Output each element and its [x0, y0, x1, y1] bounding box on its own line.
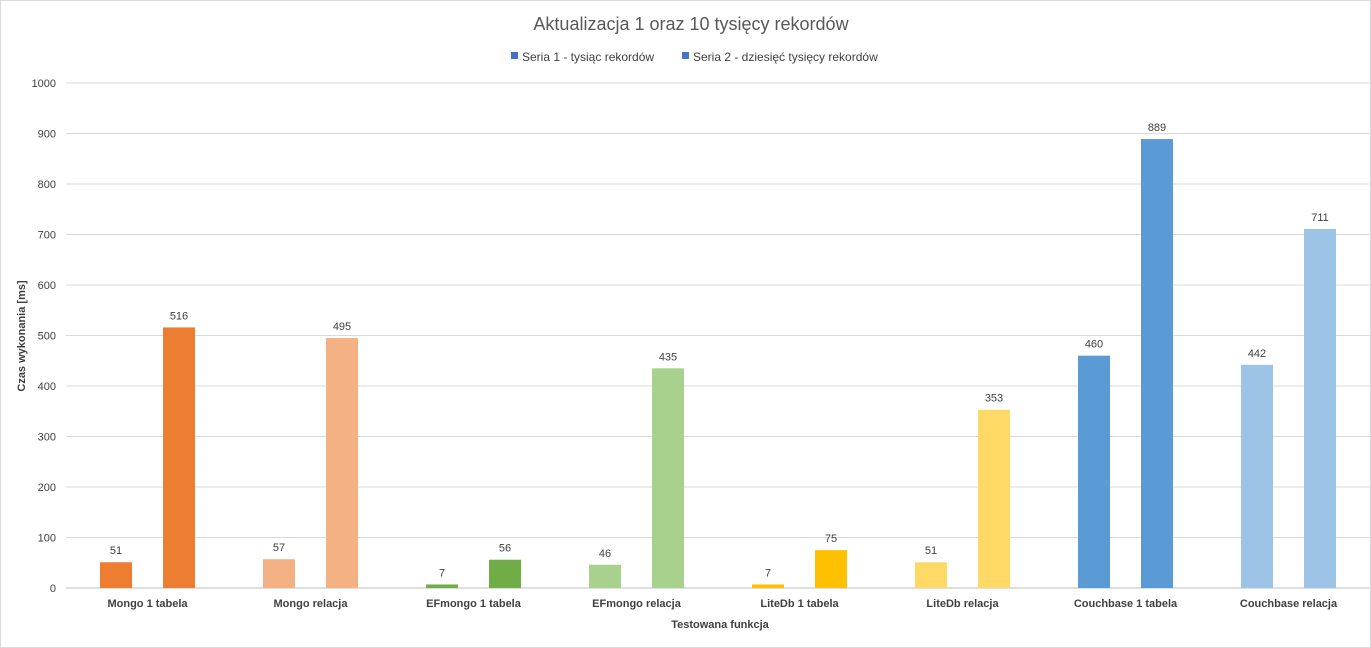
- bar-2-6: [978, 409, 1010, 588]
- data-label: 46: [599, 548, 611, 560]
- bar-1-3: [426, 584, 458, 588]
- x-tick-label: LiteDb relacja: [926, 598, 999, 610]
- y-tick-label: 400: [38, 381, 56, 393]
- y-tick-label: 500: [38, 331, 56, 343]
- data-label: 51: [110, 545, 122, 557]
- data-labels: 51 516 57 495 7 56 46 435 7 75 51 353 460 889 442 711: [110, 122, 1329, 579]
- y-tick-label: 300: [38, 432, 56, 444]
- bar-2-8: [1304, 228, 1336, 588]
- y-tick-label: 600: [38, 280, 56, 292]
- bar-2-7: [1141, 139, 1173, 588]
- x-tick-label: Couchbase 1 tabela: [1074, 598, 1178, 610]
- legend-label-series-2: Seria 2 - dziesięć tysięcy rekordów: [693, 50, 878, 64]
- data-label: 442: [1248, 348, 1266, 360]
- y-tick-label: 100: [38, 533, 56, 545]
- data-label: 51: [925, 545, 937, 557]
- data-label: 889: [1148, 122, 1166, 134]
- data-label: 7: [439, 567, 445, 579]
- legend-swatch-series-1: [511, 52, 518, 59]
- x-tick-label: EFmongo relacja: [592, 598, 682, 610]
- x-tick-label: EFmongo 1 tabela: [426, 598, 522, 610]
- data-label: 435: [659, 351, 677, 363]
- data-label: 56: [499, 543, 511, 555]
- bars: [100, 139, 1336, 588]
- bar-1-4: [589, 564, 621, 588]
- bar-1-5: [752, 584, 784, 588]
- bar-2-5: [815, 550, 847, 588]
- bar-1-8: [1241, 364, 1273, 588]
- y-tick-label: 1000: [32, 78, 56, 90]
- y-tick-label: 0: [50, 583, 56, 595]
- y-tick-label: 200: [38, 482, 56, 494]
- legend-swatch-series-2: [682, 52, 689, 59]
- x-tick-label: LiteDb 1 tabela: [760, 598, 839, 610]
- data-label: 353: [985, 393, 1003, 405]
- chart-title: Aktualizacja 1 oraz 10 tysięcy rekordów: [533, 14, 849, 34]
- data-label: 75: [825, 533, 837, 545]
- bar-2-3: [489, 559, 521, 588]
- x-tick-label: Couchbase relacja: [1240, 598, 1338, 610]
- bar-1-2: [263, 559, 295, 588]
- bar-1-6: [915, 562, 947, 588]
- data-label: 7: [765, 567, 771, 579]
- data-label: 711: [1311, 212, 1329, 224]
- bar-2-1: [163, 327, 195, 588]
- bar-2-4: [652, 368, 684, 588]
- bar-1-7: [1078, 355, 1110, 588]
- x-axis-title: Testowana funkcja: [671, 619, 769, 631]
- data-label: 460: [1085, 339, 1103, 351]
- data-label: 516: [170, 310, 188, 322]
- x-axis-ticks: Mongo 1 tabela Mongo relacja EFmongo 1 tab…: [107, 598, 1338, 610]
- x-tick-label: Mongo 1 tabela: [107, 598, 188, 610]
- y-axis-ticks: 0 100 200 300 400 500 600 700 800 900 1000: [32, 78, 56, 595]
- y-tick-label: 900: [38, 129, 56, 141]
- x-tick-label: Mongo relacja: [274, 598, 349, 610]
- y-tick-label: 800: [38, 179, 56, 191]
- data-label: 57: [273, 542, 285, 554]
- legend: Seria 1 - tysiąc rekordów Seria 2 - dzie…: [511, 50, 878, 64]
- gridlines: [66, 82, 1370, 589]
- legend-label-series-1: Seria 1 - tysiąc rekordów: [522, 50, 654, 64]
- bar-2-2: [326, 338, 358, 588]
- data-label: 495: [333, 321, 351, 333]
- y-axis-title: Czas wykonania [ms]: [16, 280, 28, 392]
- bar-1-1: [100, 562, 132, 588]
- y-tick-label: 700: [38, 230, 56, 242]
